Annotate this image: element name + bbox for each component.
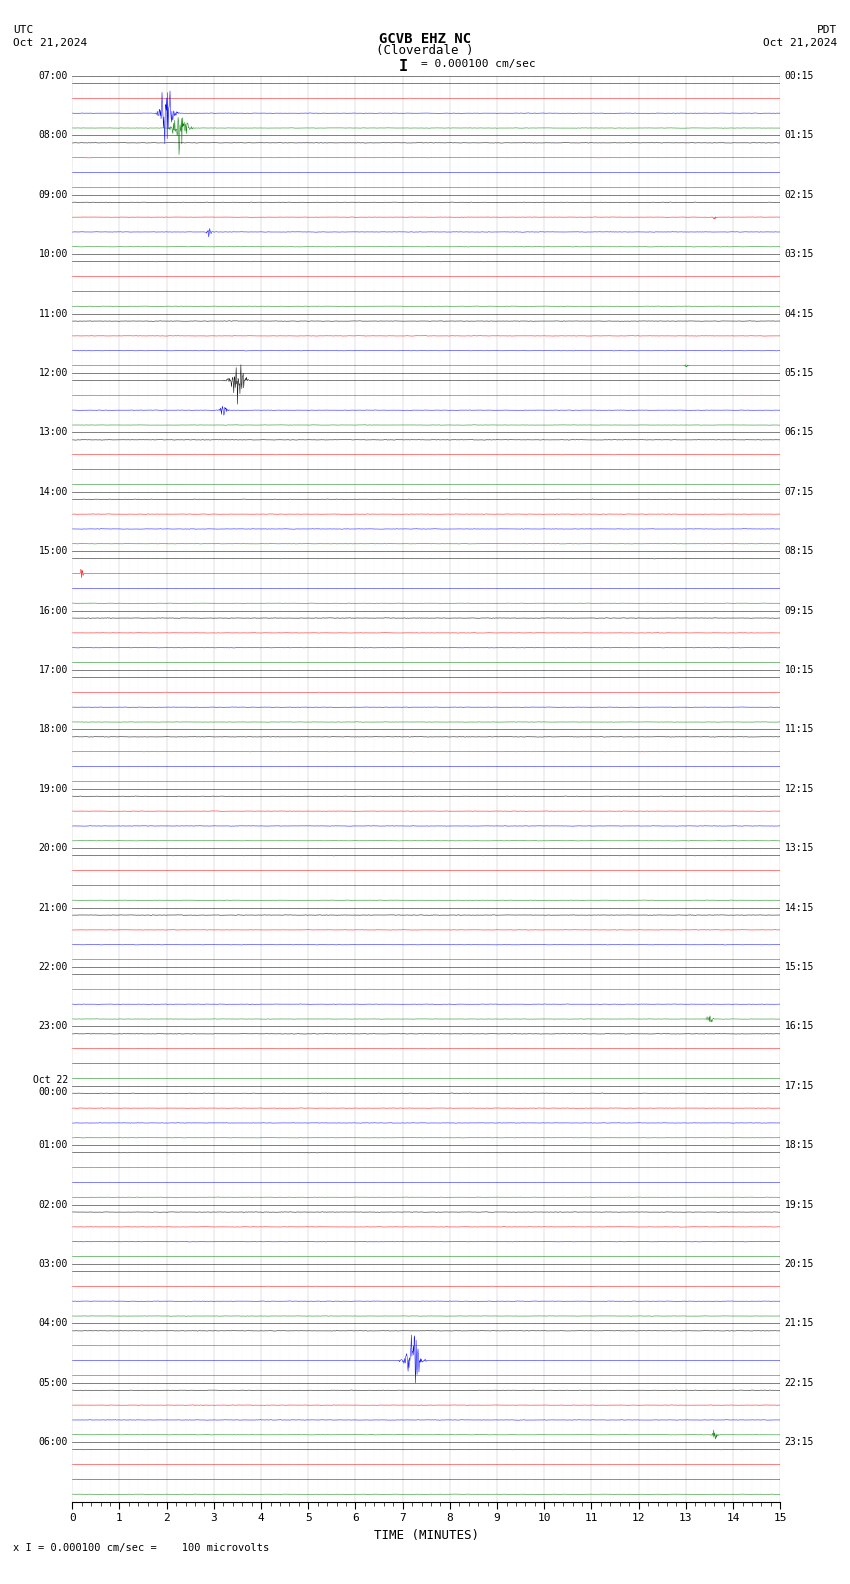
Text: 15:15: 15:15 bbox=[785, 961, 814, 973]
Text: 22:00: 22:00 bbox=[38, 961, 68, 973]
Text: x I = 0.000100 cm/sec =    100 microvolts: x I = 0.000100 cm/sec = 100 microvolts bbox=[13, 1543, 269, 1552]
Text: 17:00: 17:00 bbox=[38, 665, 68, 675]
Text: 02:00: 02:00 bbox=[38, 1199, 68, 1210]
Text: = 0.000100 cm/sec: = 0.000100 cm/sec bbox=[421, 59, 536, 68]
Text: 02:15: 02:15 bbox=[785, 190, 814, 200]
Text: 08:15: 08:15 bbox=[785, 546, 814, 556]
Text: (Cloverdale ): (Cloverdale ) bbox=[377, 44, 473, 57]
Text: 16:00: 16:00 bbox=[38, 605, 68, 616]
Text: 10:15: 10:15 bbox=[785, 665, 814, 675]
Text: 15:00: 15:00 bbox=[38, 546, 68, 556]
Text: 20:00: 20:00 bbox=[38, 843, 68, 854]
X-axis label: TIME (MINUTES): TIME (MINUTES) bbox=[374, 1529, 479, 1541]
Text: 16:15: 16:15 bbox=[785, 1022, 814, 1031]
Text: 04:00: 04:00 bbox=[38, 1318, 68, 1329]
Text: 11:00: 11:00 bbox=[38, 309, 68, 318]
Text: 09:00: 09:00 bbox=[38, 190, 68, 200]
Text: 09:15: 09:15 bbox=[785, 605, 814, 616]
Text: Oct 22
00:00: Oct 22 00:00 bbox=[33, 1076, 68, 1096]
Text: 13:00: 13:00 bbox=[38, 428, 68, 437]
Text: 19:15: 19:15 bbox=[785, 1199, 814, 1210]
Text: 00:15: 00:15 bbox=[785, 71, 814, 81]
Text: 03:15: 03:15 bbox=[785, 249, 814, 260]
Text: 06:15: 06:15 bbox=[785, 428, 814, 437]
Text: Oct 21,2024: Oct 21,2024 bbox=[763, 38, 837, 48]
Text: 18:00: 18:00 bbox=[38, 724, 68, 735]
Text: 19:00: 19:00 bbox=[38, 784, 68, 794]
Text: 14:00: 14:00 bbox=[38, 486, 68, 497]
Text: 23:00: 23:00 bbox=[38, 1022, 68, 1031]
Text: PDT: PDT bbox=[817, 25, 837, 35]
Text: 21:15: 21:15 bbox=[785, 1318, 814, 1329]
Text: 07:00: 07:00 bbox=[38, 71, 68, 81]
Text: 03:00: 03:00 bbox=[38, 1259, 68, 1269]
Text: 08:00: 08:00 bbox=[38, 130, 68, 141]
Text: 05:15: 05:15 bbox=[785, 367, 814, 379]
Text: GCVB EHZ NC: GCVB EHZ NC bbox=[379, 32, 471, 46]
Text: 13:15: 13:15 bbox=[785, 843, 814, 854]
Text: 10:00: 10:00 bbox=[38, 249, 68, 260]
Text: 06:00: 06:00 bbox=[38, 1437, 68, 1448]
Text: 04:15: 04:15 bbox=[785, 309, 814, 318]
Text: 01:15: 01:15 bbox=[785, 130, 814, 141]
Text: 07:15: 07:15 bbox=[785, 486, 814, 497]
Text: 20:15: 20:15 bbox=[785, 1259, 814, 1269]
Text: 14:15: 14:15 bbox=[785, 903, 814, 912]
Text: I: I bbox=[400, 59, 408, 73]
Text: 17:15: 17:15 bbox=[785, 1080, 814, 1091]
Text: 11:15: 11:15 bbox=[785, 724, 814, 735]
Text: 21:00: 21:00 bbox=[38, 903, 68, 912]
Text: 12:00: 12:00 bbox=[38, 367, 68, 379]
Text: 23:15: 23:15 bbox=[785, 1437, 814, 1448]
Text: 22:15: 22:15 bbox=[785, 1378, 814, 1388]
Text: 18:15: 18:15 bbox=[785, 1140, 814, 1150]
Text: 12:15: 12:15 bbox=[785, 784, 814, 794]
Text: UTC: UTC bbox=[13, 25, 33, 35]
Text: 05:00: 05:00 bbox=[38, 1378, 68, 1388]
Text: Oct 21,2024: Oct 21,2024 bbox=[13, 38, 87, 48]
Text: 01:00: 01:00 bbox=[38, 1140, 68, 1150]
